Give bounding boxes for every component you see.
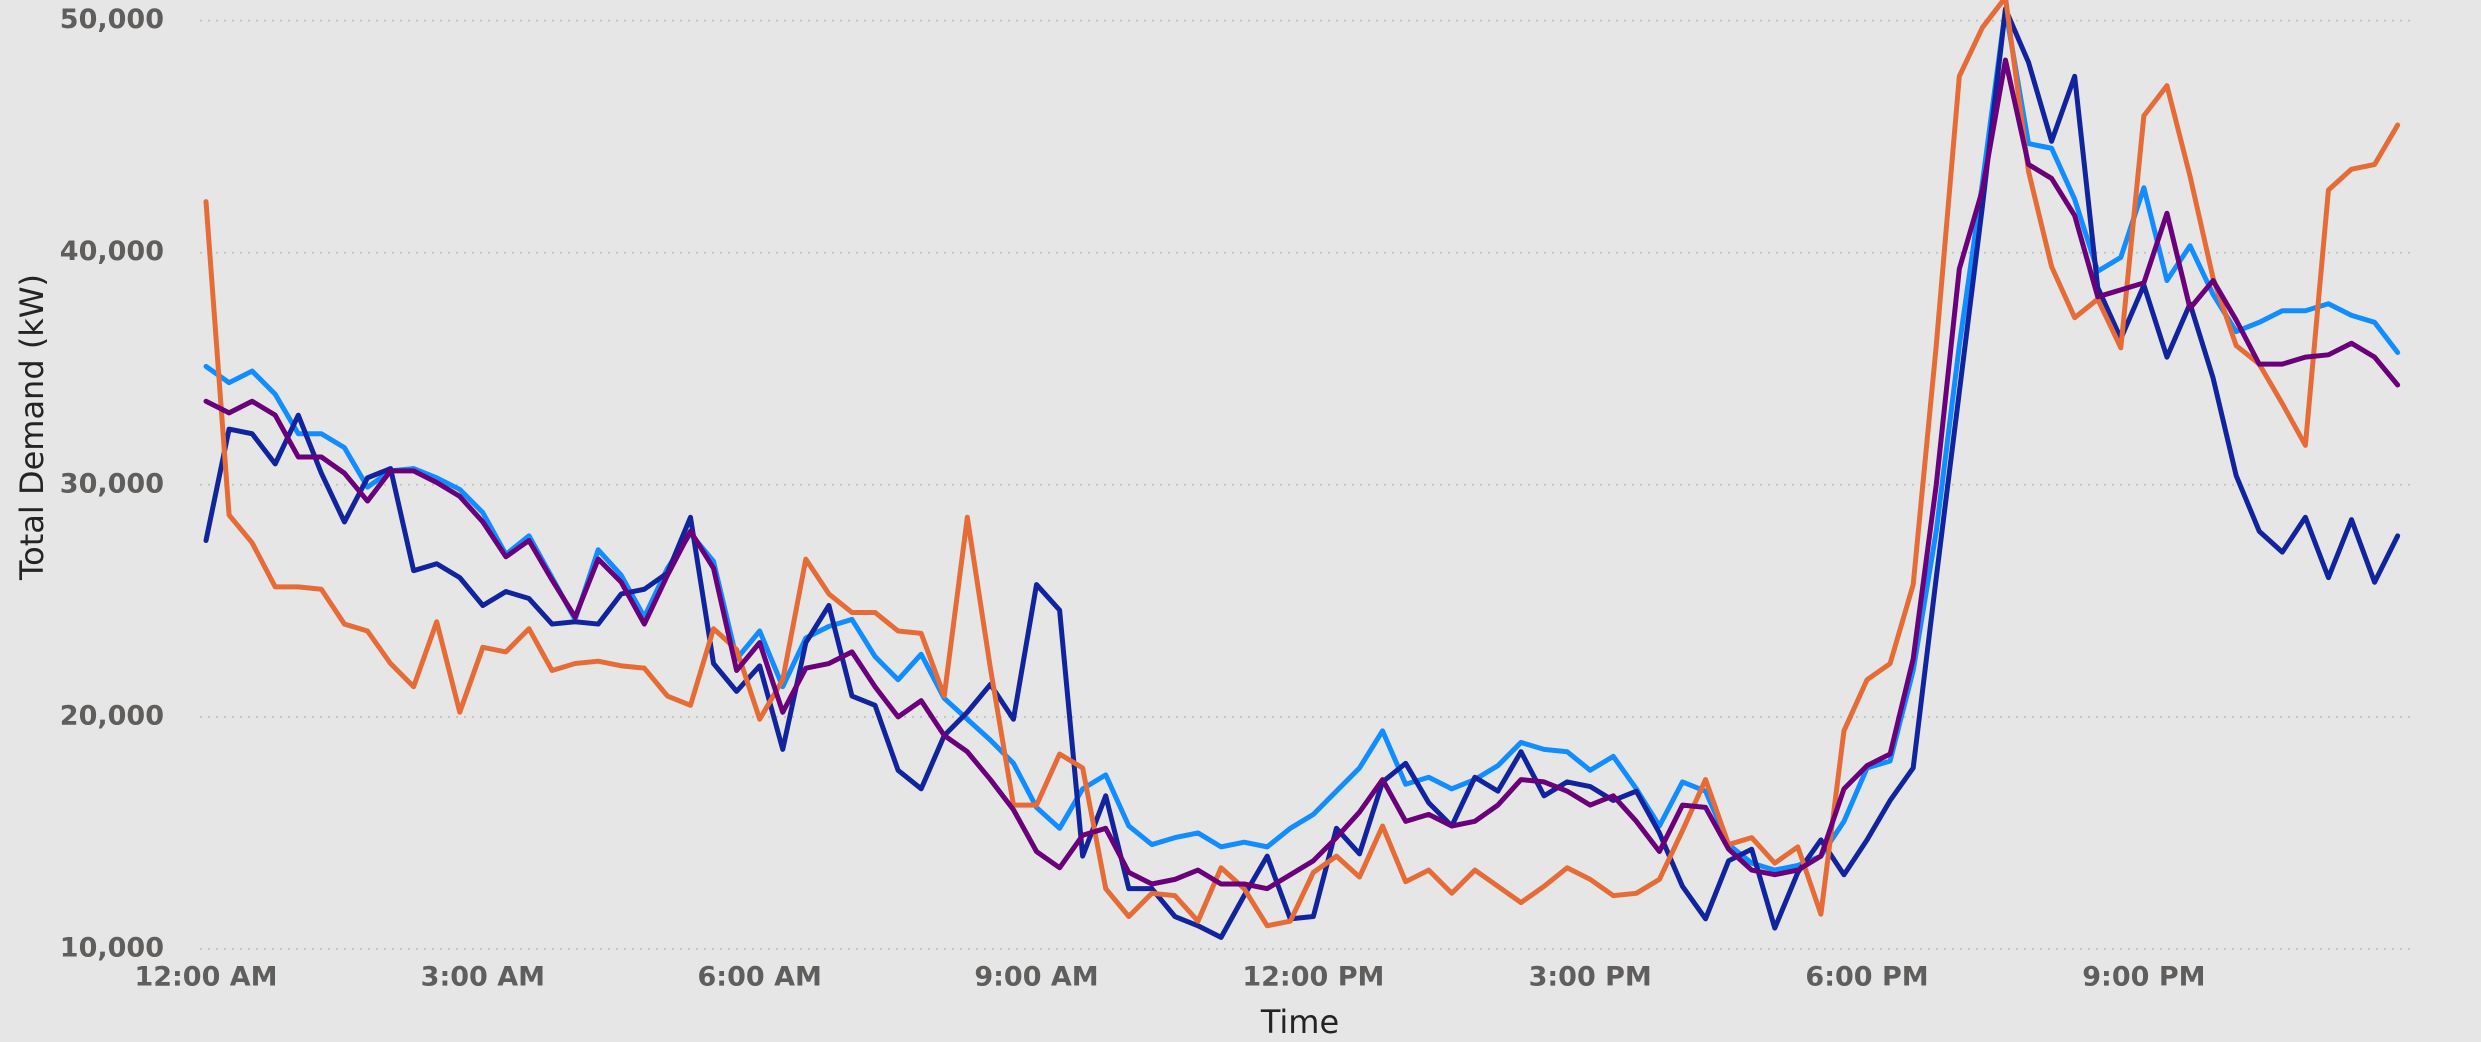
- x-tick-label: 9:00 AM: [974, 962, 1098, 993]
- x-tick-label: 9:00 PM: [2082, 962, 2205, 993]
- series-line: [203, 0, 2401, 929]
- x-tick-label: 3:00 AM: [421, 962, 545, 993]
- series-line: [203, 57, 2401, 892]
- series-line: [203, 6, 2401, 940]
- x-tick-label: 3:00 PM: [1529, 962, 1652, 993]
- y-tick-label: 30,000: [60, 468, 164, 499]
- x-tick-label: 12:00 PM: [1242, 962, 1384, 993]
- x-tick-label: 6:00 PM: [1805, 962, 1928, 993]
- y-tick-label: 10,000: [60, 933, 164, 964]
- x-tick-label: 12:00 AM: [134, 962, 277, 993]
- x-tick-label: 6:00 AM: [698, 962, 822, 993]
- y-axis-title: Total Demand (kW): [13, 274, 51, 581]
- x-axis-title: Time: [1260, 1003, 1339, 1041]
- y-tick-label: 20,000: [60, 700, 164, 731]
- y-tick-label: 50,000: [60, 4, 164, 35]
- y-tick-label: 40,000: [60, 236, 164, 267]
